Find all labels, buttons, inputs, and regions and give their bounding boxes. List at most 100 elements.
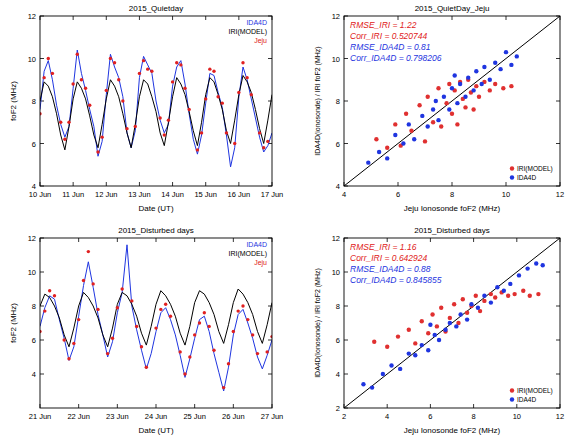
point xyxy=(463,95,467,99)
reference-line xyxy=(344,16,560,186)
point xyxy=(474,69,478,73)
x-tick xyxy=(156,404,157,408)
y-tick xyxy=(344,272,348,273)
y-tick xyxy=(40,272,44,273)
frame xyxy=(40,238,272,408)
point xyxy=(236,309,239,312)
legend-label: IDA4D xyxy=(246,241,267,248)
point xyxy=(159,308,162,311)
x-tick xyxy=(398,182,399,186)
y-tick-label: 12 xyxy=(332,12,340,21)
y-tick-label: 6 xyxy=(336,140,340,149)
legend-marker xyxy=(510,166,514,170)
x-tick-label: 11 Jun xyxy=(62,190,84,199)
figure: 2015_QuietdayDate (UT)foF2 (MHz)10 Jun11… xyxy=(0,0,582,440)
point xyxy=(493,295,497,299)
plot-area xyxy=(344,16,560,186)
point xyxy=(366,160,370,164)
point xyxy=(482,65,486,69)
x-tick-label: 16 Jun xyxy=(228,190,251,199)
point xyxy=(426,348,430,352)
point xyxy=(435,324,439,328)
series-line xyxy=(40,245,272,391)
x-tick-label: 27 Jun xyxy=(261,412,284,421)
point xyxy=(111,337,114,340)
point xyxy=(525,266,529,270)
point xyxy=(233,142,236,145)
point xyxy=(506,294,510,298)
point xyxy=(521,289,525,293)
point xyxy=(426,124,430,128)
point xyxy=(377,150,381,154)
point xyxy=(417,103,421,107)
y-tick xyxy=(344,374,348,375)
point xyxy=(428,323,432,327)
legend-label: IDA4D xyxy=(517,174,536,181)
y-tick xyxy=(268,58,272,59)
point xyxy=(142,59,145,62)
point xyxy=(413,353,417,357)
point xyxy=(407,328,411,332)
point xyxy=(245,76,248,79)
point xyxy=(450,86,454,90)
point xyxy=(208,67,211,70)
point xyxy=(222,386,225,389)
point xyxy=(48,289,51,292)
point xyxy=(225,131,228,134)
point xyxy=(200,131,203,134)
point xyxy=(91,282,94,285)
plot-area xyxy=(344,238,560,408)
point xyxy=(455,122,459,126)
point xyxy=(398,367,402,371)
point xyxy=(105,89,108,92)
point xyxy=(42,76,45,79)
point xyxy=(434,99,438,103)
point xyxy=(461,297,465,301)
y-tick-label: 4 xyxy=(32,182,36,191)
point xyxy=(412,137,416,141)
x-tick xyxy=(387,404,388,408)
x-tick-label: 8 xyxy=(450,190,454,199)
y-tick xyxy=(40,58,44,59)
point xyxy=(140,345,143,348)
y-tick-label: 4 xyxy=(32,370,36,379)
point xyxy=(436,86,440,90)
x-tick-label: 8 xyxy=(472,412,476,421)
annotation: Corr_IRI = 0.520744 xyxy=(350,31,428,41)
point xyxy=(193,333,196,336)
point xyxy=(471,107,475,111)
point xyxy=(241,61,244,64)
point xyxy=(216,95,219,98)
y-tick xyxy=(556,143,560,144)
x-tick xyxy=(172,16,173,20)
x-tick xyxy=(106,182,107,186)
x-tick xyxy=(238,16,239,20)
point xyxy=(53,294,56,297)
point xyxy=(401,141,405,145)
y-tick-label: 12 xyxy=(28,12,36,21)
x-tick xyxy=(430,238,431,242)
point xyxy=(536,292,540,296)
point xyxy=(121,99,124,102)
point xyxy=(138,72,141,75)
point xyxy=(130,299,133,302)
x-tick xyxy=(139,182,140,186)
legend: IRI(MODEL)IDA4D xyxy=(510,165,553,181)
x-tick-label: 15 Jun xyxy=(194,190,217,199)
legend: IDA4DIRI(MODEL)Jeju xyxy=(229,19,268,45)
legend-label: IRI(MODEL) xyxy=(229,28,268,36)
point xyxy=(227,362,230,365)
x-tick-label: 26 Jun xyxy=(222,412,245,421)
point xyxy=(80,78,83,81)
point xyxy=(407,122,411,126)
legend-label: IDA4D xyxy=(246,19,267,26)
plot-area xyxy=(40,245,272,391)
point xyxy=(508,282,512,286)
y-axis-label: IDA4D(ionosonde) / IRI foF2 (MHz) xyxy=(314,46,322,155)
y-tick xyxy=(556,58,560,59)
point xyxy=(466,75,470,79)
x-tick xyxy=(516,404,517,408)
point xyxy=(256,352,259,355)
x-tick-label: 13 Jun xyxy=(128,190,151,199)
y-tick-label: 10 xyxy=(28,55,36,64)
